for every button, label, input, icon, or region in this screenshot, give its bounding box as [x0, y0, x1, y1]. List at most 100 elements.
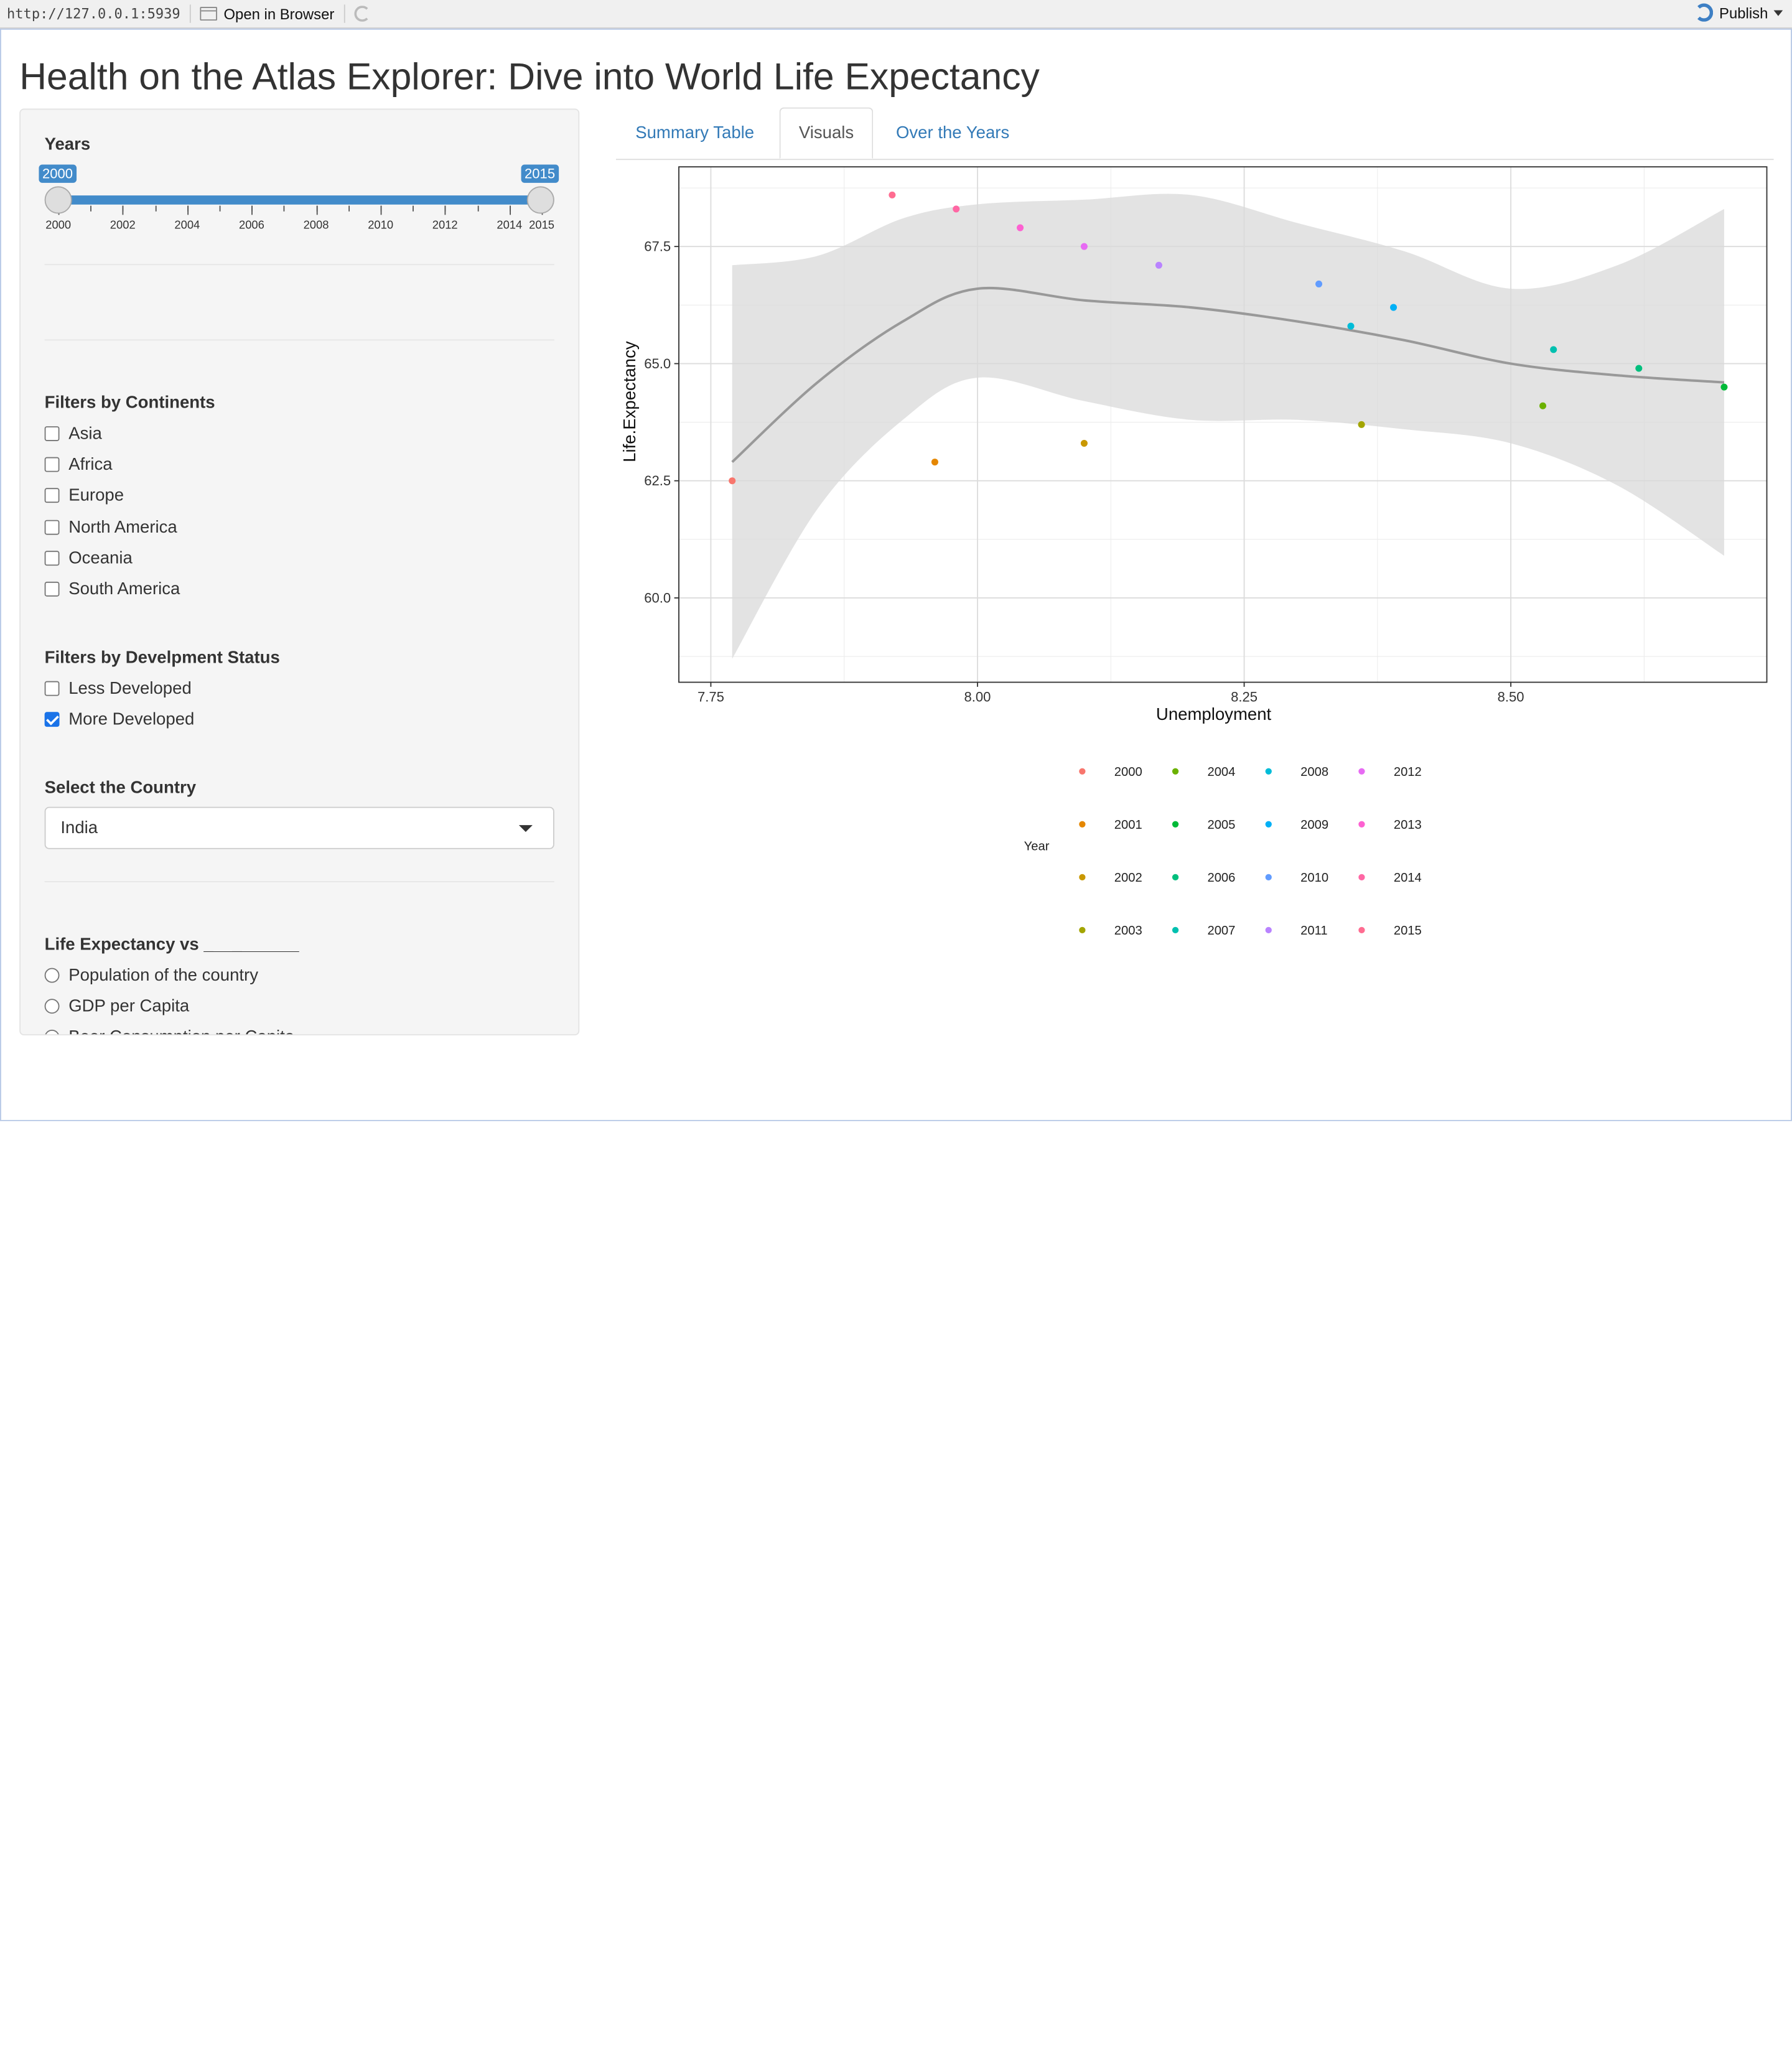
- legend-key-2012: [1358, 768, 1365, 775]
- checkbox-label: More Developed: [68, 709, 195, 730]
- legend-title: Year: [1024, 840, 1050, 854]
- main-tabs: Summary Table Visuals Over the Years: [615, 107, 1774, 161]
- data-point-2008: [1347, 322, 1355, 330]
- checkbox-icon[interactable]: [44, 488, 60, 503]
- years-slider-major-tick: [509, 205, 511, 215]
- data-point-2013: [1017, 224, 1024, 231]
- radio-label: Population of the country: [68, 966, 259, 986]
- legend-key-2000: [1079, 768, 1086, 775]
- data-point-2002: [1080, 439, 1088, 447]
- chevron-down-icon: [518, 825, 533, 833]
- continents-label: Filters by Continents: [44, 393, 215, 413]
- radio-label: GDP per Capita: [68, 996, 190, 1017]
- checkbox-europe[interactable]: Europe: [44, 486, 124, 506]
- y-axis-label: Life.Expectancy: [620, 341, 639, 462]
- radio-beer-consumption-per-capita[interactable]: Beer Consumption per Capita: [44, 1028, 295, 1035]
- legend-key-2007: [1172, 926, 1179, 934]
- checkbox-icon[interactable]: [44, 581, 60, 597]
- tab-over-the-years[interactable]: Over the Years: [895, 123, 1010, 143]
- legend-key-2014: [1358, 874, 1365, 880]
- app-frame: Health on the Atlas Explorer: Dive into …: [0, 28, 1792, 1121]
- open-in-browser-button[interactable]: Open in Browser: [199, 5, 335, 22]
- data-point-2001: [931, 459, 938, 466]
- refresh-icon[interactable]: [353, 6, 370, 22]
- legend-key-2002: [1079, 874, 1086, 880]
- publish-icon: [1695, 3, 1714, 22]
- checkbox-asia[interactable]: Asia: [44, 424, 102, 444]
- divider: [44, 339, 554, 341]
- legend-label: 2013: [1394, 818, 1422, 832]
- data-point-2007: [1550, 346, 1557, 353]
- years-slider-tick-label: 2014: [497, 219, 523, 232]
- divider: [44, 881, 554, 882]
- checkbox-label: Asia: [68, 424, 102, 444]
- checkbox-icon[interactable]: [44, 426, 60, 441]
- checkbox-north-america[interactable]: North America: [44, 517, 177, 537]
- checkbox-icon[interactable]: [44, 550, 60, 566]
- window-icon: [199, 7, 217, 21]
- years-slider-minor-tick: [348, 205, 350, 212]
- checkbox-less-developed[interactable]: Less Developed: [44, 678, 192, 699]
- radio-icon[interactable]: [44, 999, 60, 1014]
- checkbox-more-developed[interactable]: More Developed: [44, 709, 195, 730]
- years-slider-track[interactable]: [58, 195, 542, 205]
- checkbox-icon[interactable]: [44, 457, 60, 472]
- confidence-band: [732, 194, 1724, 659]
- legend-key-2003: [1079, 926, 1086, 934]
- x-axis-label: Unemployment: [1156, 704, 1272, 724]
- years-slider-major-tick: [187, 205, 189, 215]
- years-slider-major-tick: [316, 205, 317, 215]
- x-tick-label: 8.25: [1231, 689, 1258, 705]
- page-title: Health on the Atlas Explorer: Dive into …: [19, 55, 1040, 98]
- sidebar-panel: Years 2000 2002 2004 2006 2008 2010 2012 2014 20…: [19, 108, 580, 1036]
- checkbox-icon[interactable]: [44, 681, 60, 696]
- legend-label: 2004: [1207, 765, 1235, 779]
- data-point-2004: [1539, 402, 1547, 409]
- radio-icon[interactable]: [44, 1030, 60, 1035]
- checkbox-label: Less Developed: [68, 678, 192, 699]
- years-slider-minor-tick: [219, 205, 221, 212]
- toolbar-divider: [343, 4, 345, 23]
- years-slider-tick-label: 2012: [432, 219, 458, 232]
- years-label: Years: [44, 134, 91, 154]
- years-slider-tick-label: 2006: [238, 219, 264, 232]
- data-point-2009: [1390, 304, 1398, 311]
- radio-population-of-the-country[interactable]: Population of the country: [44, 966, 259, 986]
- legend-label: 2000: [1114, 765, 1142, 779]
- checkbox-icon[interactable]: [44, 519, 60, 534]
- tab-visuals[interactable]: Visuals: [779, 107, 874, 159]
- data-point-2003: [1358, 421, 1365, 428]
- legend-label: 2007: [1207, 924, 1235, 938]
- development-label: Filters by Develpment Status: [44, 648, 280, 668]
- radio-icon[interactable]: [44, 968, 60, 983]
- legend-key-2004: [1172, 768, 1179, 775]
- data-point-2005: [1720, 383, 1728, 391]
- legend-label: 2009: [1300, 818, 1328, 832]
- years-slider-tick-label: 2008: [303, 219, 329, 232]
- tab-summary-table[interactable]: Summary Table: [635, 123, 755, 143]
- chevron-down-icon[interactable]: [1773, 9, 1783, 16]
- publish-button[interactable]: Publish: [1695, 3, 1783, 22]
- legend-label: 2014: [1394, 871, 1422, 885]
- years-slider-to-handle[interactable]: [526, 186, 554, 214]
- country-select[interactable]: India: [44, 806, 554, 849]
- checkbox-south-america[interactable]: South America: [44, 579, 180, 599]
- checkbox-africa[interactable]: Africa: [44, 455, 113, 475]
- checkbox-oceania[interactable]: Oceania: [44, 548, 133, 567]
- x-tick-label: 8.00: [964, 689, 991, 705]
- data-point-2011: [1155, 261, 1162, 269]
- years-slider-from-handle[interactable]: [44, 186, 72, 214]
- data-point-2012: [1080, 243, 1088, 250]
- legend-key-2013: [1358, 821, 1365, 828]
- country-select-value: India: [60, 818, 98, 838]
- checkbox-checked-icon[interactable]: [44, 712, 60, 727]
- data-point-2015: [889, 191, 896, 198]
- divider: [44, 264, 554, 266]
- legend-key-2010: [1265, 874, 1272, 880]
- years-slider-tick-label: 2002: [110, 219, 136, 232]
- open-in-browser-label: Open in Browser: [223, 5, 335, 22]
- legend-key-2005: [1172, 821, 1179, 828]
- legend-label: 2005: [1207, 818, 1235, 832]
- legend-key-2006: [1172, 874, 1179, 880]
- radio-gdp-per-capita[interactable]: GDP per Capita: [44, 996, 190, 1017]
